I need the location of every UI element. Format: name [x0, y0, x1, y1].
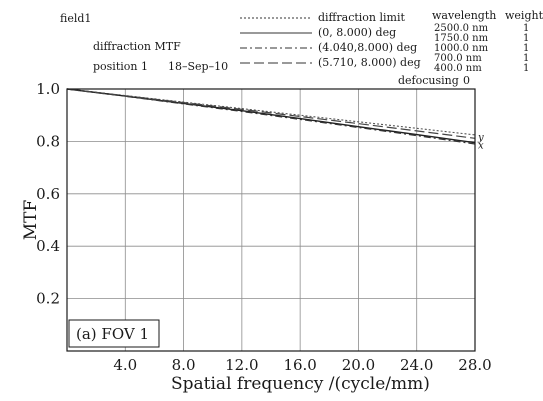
- series-lines: [66, 88, 476, 145]
- position-label: position 1: [93, 60, 148, 73]
- wavelength-title: wavelength: [432, 9, 496, 22]
- weight-value: 1: [523, 23, 529, 34]
- weight-title: weight: [505, 9, 543, 22]
- fov-annotation-box: [68, 319, 160, 348]
- x-tick-label: 12.0: [225, 356, 258, 374]
- curve-end-label: x: [478, 141, 484, 152]
- curve-end-labels: yx: [477, 132, 484, 151]
- date-label: 18–Sep–10: [168, 60, 228, 73]
- wavelength-value: 1000.0 nm: [434, 43, 489, 54]
- fov-annotation: (a) FOV 1: [68, 319, 160, 348]
- y-tick-labels: 0.2 0.4 0.6 0.8 1.0: [36, 80, 60, 308]
- weight-value: 1: [523, 53, 529, 64]
- curve-end-label: y: [477, 132, 484, 143]
- wavelength-value: 2500.0 nm: [434, 23, 489, 34]
- field-label: field1: [60, 12, 91, 25]
- wavelength-value: 1750.0 nm: [434, 33, 489, 44]
- legend: diffraction limit (0, 8.000) deg (4.040,…: [240, 11, 421, 69]
- x-tick-label: 28.0: [458, 356, 491, 374]
- x-tick-label: 8.0: [172, 356, 196, 374]
- y-tick-label: 0.2: [36, 290, 60, 308]
- x-tick-labels: 4.0 8.0 12.0 16.0 20.0 24.0 28.0: [113, 356, 491, 374]
- mode-label: diffraction MTF: [93, 40, 181, 53]
- weight-value: 1: [523, 33, 529, 44]
- y-tick-label: 0.6: [36, 185, 60, 203]
- weight-value: 1: [523, 63, 529, 74]
- y-tick-label: 0.4: [36, 237, 60, 255]
- x-tick-label: 20.0: [342, 356, 375, 374]
- x-tick-label: 24.0: [400, 356, 433, 374]
- y-axis-title: MTF: [21, 200, 41, 241]
- legend-label: (5.710, 8.000) deg: [318, 56, 421, 69]
- legend-label: (0, 8.000) deg: [318, 26, 396, 39]
- weight-value: 1: [523, 43, 529, 54]
- series-line: [66, 88, 476, 144]
- wavelength-value: 700.0 nm: [434, 53, 482, 64]
- x-tick-label: 16.0: [283, 356, 316, 374]
- legend-label: (4.040,8.000) deg: [318, 41, 417, 54]
- plot-frame: [66, 88, 476, 352]
- y-tick-label: 0.8: [36, 132, 60, 150]
- x-tick-label: 4.0: [113, 356, 137, 374]
- defocusing-label: defocusing: [398, 74, 459, 87]
- wavelength-value: 400.0 nm: [434, 63, 482, 74]
- x-axis-title: Spatial frequency /(cycle/mm): [171, 374, 430, 394]
- y-tick-label: 1.0: [36, 80, 60, 98]
- chart-header: field1 diffraction MTF position 1 18–Sep…: [60, 9, 543, 87]
- series-line: [66, 88, 476, 139]
- fov-annotation-text: (a) FOV 1: [76, 325, 149, 343]
- defocusing-value: 0: [463, 74, 470, 87]
- series-line: [66, 88, 476, 145]
- legend-label: diffraction limit: [318, 11, 405, 24]
